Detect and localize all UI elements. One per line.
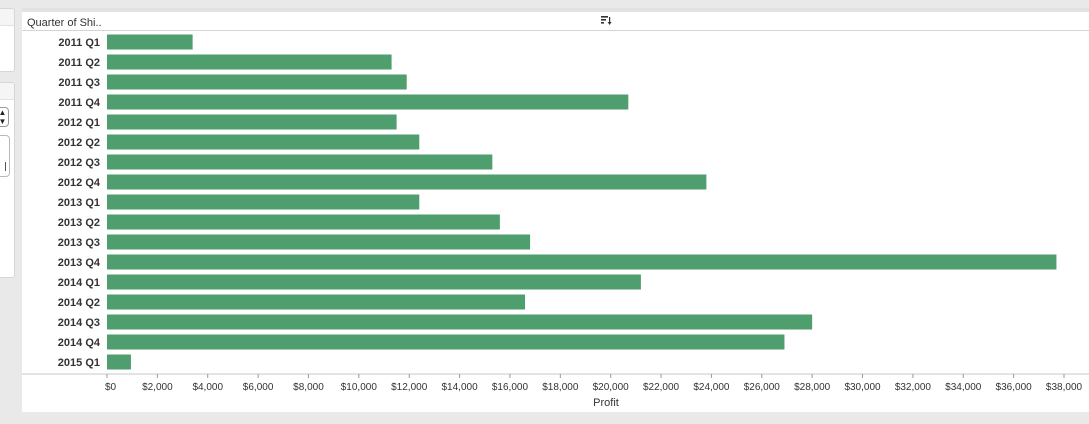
category-label[interactable]: 2014 Q2 (58, 297, 100, 309)
x-tick-label: $20,000 (593, 382, 630, 393)
bar-2013-q3[interactable] (107, 234, 531, 250)
bar-2014-q3[interactable] (107, 314, 813, 330)
x-ticks-group: $0 $2,000 $4,000 $6,000 $8,000 $10,000 $12,000… (105, 374, 1083, 393)
x-tick-label: $4,000 (192, 382, 223, 393)
category-label[interactable]: 2011 Q4 (58, 97, 100, 109)
header-divider (22, 30, 1089, 31)
filter-marker (5, 162, 6, 171)
category-label[interactable]: 2013 Q4 (58, 257, 101, 269)
category-label[interactable]: 2011 Q1 (58, 37, 100, 49)
x-tick-label: $26,000 (744, 382, 781, 393)
bar-2011-q3[interactable] (107, 74, 407, 90)
worksheet-top-band (22, 8, 1089, 12)
x-tick-label: $10,000 (341, 382, 378, 393)
category-label[interactable]: 2015 Q1 (58, 357, 100, 369)
category-label[interactable]: 2011 Q3 (58, 77, 100, 89)
row-header-label[interactable]: Quarter of Shi.. (27, 17, 102, 29)
bar-2011-q1[interactable] (107, 34, 193, 50)
bar-2013-q4[interactable] (107, 254, 1057, 270)
bar-2014-q2[interactable] (107, 294, 526, 310)
left-panel-card-header (0, 83, 14, 100)
stepper-control[interactable]: ▲ ▼ (0, 107, 9, 127)
x-tick-label: $28,000 (794, 382, 831, 393)
left-panel-card-filters: ▲ ▼ (0, 82, 15, 278)
x-tick-label: $18,000 (542, 382, 579, 393)
category-label[interactable]: 2013 Q1 (58, 197, 100, 209)
x-tick-label: $12,000 (391, 382, 428, 393)
category-label[interactable]: 2013 Q3 (58, 237, 100, 249)
category-labels-group: 2011 Q1 2011 Q2 2011 Q3 2011 Q4 2012 Q1 2012 … (58, 37, 101, 369)
x-axis-title: Profit (593, 397, 619, 409)
x-tick-label: $36,000 (996, 382, 1033, 393)
left-panel-card-header (0, 9, 14, 26)
bar-2011-q4[interactable] (107, 94, 629, 110)
bar-2014-q1[interactable] (107, 274, 641, 290)
category-label[interactable]: 2012 Q4 (58, 177, 101, 189)
bar-2015-q1[interactable] (107, 354, 131, 370)
x-tick-label: $14,000 (442, 382, 479, 393)
bars-group (107, 34, 1057, 370)
x-tick-label: $16,000 (492, 382, 529, 393)
category-label[interactable]: 2014 Q4 (58, 337, 101, 349)
category-label[interactable]: 2012 Q2 (58, 137, 100, 149)
category-label[interactable]: 2011 Q2 (58, 57, 100, 69)
x-tick-label: $32,000 (895, 382, 932, 393)
filter-dropdown[interactable] (0, 135, 10, 177)
bar-2011-q2[interactable] (107, 54, 392, 70)
bar-2012-q1[interactable] (107, 114, 397, 130)
category-label[interactable]: 2014 Q1 (58, 277, 100, 289)
sort-descending-icon[interactable] (600, 14, 612, 26)
x-tick-label: $8,000 (293, 382, 324, 393)
bar-2012-q4[interactable] (107, 174, 707, 190)
bar-2014-q4[interactable] (107, 334, 785, 350)
x-tick-label: $0 (105, 382, 117, 393)
x-tick-label: $24,000 (693, 382, 730, 393)
x-tick-label: $22,000 (643, 382, 680, 393)
left-panel-card-top (0, 8, 15, 72)
x-tick-label: $34,000 (945, 382, 982, 393)
category-label[interactable]: 2012 Q1 (58, 117, 100, 129)
x-tick-label: $38,000 (1046, 382, 1083, 393)
bar-2013-q2[interactable] (107, 214, 500, 230)
worksheet-view: Quarter of Shi.. 2011 Q1 2011 Q2 2011 Q3 20… (22, 8, 1089, 412)
x-tick-label: $30,000 (844, 382, 881, 393)
profit-bar-chart: 2011 Q1 2011 Q2 2011 Q3 2011 Q4 2012 Q1 2012 … (22, 34, 1089, 409)
category-label[interactable]: 2014 Q3 (58, 317, 100, 329)
category-label[interactable]: 2013 Q2 (58, 217, 100, 229)
category-label[interactable]: 2012 Q3 (58, 157, 100, 169)
x-tick-label: $6,000 (243, 382, 274, 393)
bar-2012-q3[interactable] (107, 154, 493, 170)
bar-2013-q1[interactable] (107, 194, 420, 210)
bar-2012-q2[interactable] (107, 134, 420, 150)
x-tick-label: $2,000 (142, 382, 173, 393)
